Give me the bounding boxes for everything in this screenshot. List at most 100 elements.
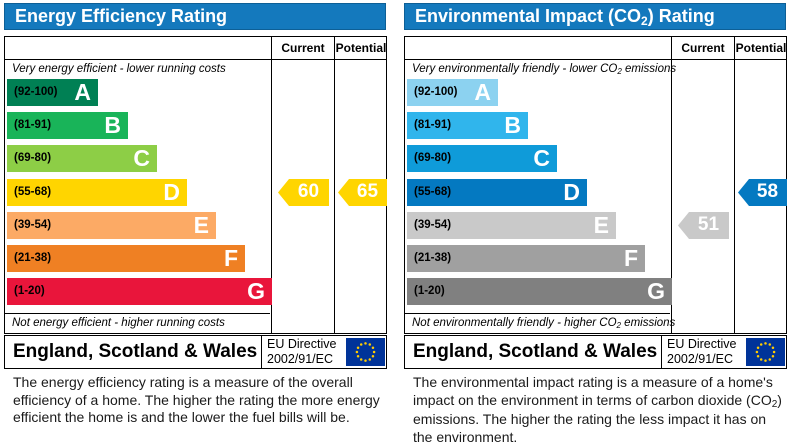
environmental-description: The environmental impact rating is a mea…	[413, 374, 783, 446]
rating-band-g: (1-20) G	[7, 278, 272, 306]
band-letter-label: G	[647, 278, 665, 305]
rating-band-c: (69-80) C	[407, 145, 557, 173]
environmental-description-prefix: The environmental impact rating is a mea…	[413, 374, 773, 408]
environmental-footer-directive: EU Directive 2002/91/EC	[667, 337, 736, 367]
band-letter-label: F	[623, 245, 638, 271]
energy-efficiency-panel: Energy Efficiency Rating Current Potenti…	[0, 0, 392, 445]
current-rating-value: 51	[697, 213, 720, 235]
column-divider-current	[671, 37, 672, 333]
band-range-label: (81-91)	[14, 119, 52, 132]
band-letter-label: E	[593, 211, 609, 238]
environmental-directive-line2: 2002/91/EC	[667, 352, 734, 366]
band-range-label: (92-100)	[14, 86, 58, 98]
potential-rating-arrow: 58	[738, 178, 787, 206]
energy-bars: (92-100) A (81-91) B (69-80) C (55-68) D (39-54)…	[5, 79, 272, 313]
band-letter-label: C	[533, 145, 550, 172]
energy-table-header: Current Potential	[5, 37, 386, 60]
band-range-label: (21-38)	[414, 252, 452, 264]
energy-efficiency-title: Energy Efficiency Rating	[4, 3, 386, 30]
band-letter-label: D	[163, 178, 180, 205]
potential-rating-arrow: 65	[338, 178, 387, 206]
band-letter-label: G	[247, 278, 265, 305]
energy-efficiency-chart: Current Potential Very energy efficient …	[4, 36, 387, 334]
rating-band-d: (55-68) D	[407, 178, 587, 206]
band-letter-label: B	[104, 112, 121, 139]
environmental-table-header: Current Potential	[405, 37, 786, 60]
rating-band-d: (55-68) D	[7, 178, 187, 206]
environmental-title-prefix: Environmental Impact (CO	[415, 6, 642, 26]
energy-directive-line1: EU Directive	[267, 337, 337, 351]
current-rating-arrow: 60	[278, 178, 329, 206]
environmental-impact-panel: Environmental Impact (CO2) Rating Curren…	[400, 0, 792, 445]
band-range-label: (92-100)	[414, 86, 458, 98]
band-range-label: (21-38)	[14, 252, 52, 264]
rating-band-a: (92-100) A	[407, 79, 498, 106]
energy-directive-line2: 2002/91/EC	[267, 352, 334, 366]
environmental-caption-top: Very environmentally friendly - lower CO…	[405, 60, 676, 79]
energy-header-potential: Potential	[335, 41, 387, 55]
potential-rating-value: 65	[356, 180, 379, 202]
environmental-header-current: Current	[681, 41, 725, 55]
environmental-caption-bottom-suffix: emissions	[620, 317, 676, 329]
rating-band-e: (39-54) E	[407, 211, 616, 239]
band-letter-label: F	[223, 245, 238, 271]
current-rating-arrow: 51	[678, 211, 729, 239]
band-range-label: (81-91)	[414, 119, 452, 132]
energy-header-current: Current	[281, 41, 325, 55]
environmental-caption-bottom: Not environmentally friendly - higher CO…	[405, 313, 675, 332]
environmental-caption-top-sub: 2	[617, 67, 622, 76]
rating-band-a: (92-100) A	[7, 79, 98, 106]
band-letter-label: A	[474, 79, 491, 105]
energy-footer-directive: EU Directive 2002/91/EC	[267, 337, 336, 367]
environmental-description-suffix: ) emissions. The higher the rating the l…	[413, 391, 782, 445]
band-range-label: (39-54)	[14, 218, 52, 231]
energy-footer: England, Scotland & Wales EU Directive 2…	[4, 335, 387, 369]
energy-caption-top: Very energy efficient - lower running co…	[12, 63, 226, 75]
environmental-description-sub: 2	[771, 398, 778, 410]
environmental-header-potential: Potential	[735, 41, 787, 55]
band-range-label: (55-68)	[414, 185, 452, 198]
energy-footer-region: England, Scotland & Wales	[13, 341, 258, 362]
column-divider-current	[271, 37, 272, 333]
environmental-directive-line1: EU Directive	[667, 337, 737, 351]
rating-band-f: (21-38) F	[7, 245, 245, 272]
band-letter-label: E	[193, 211, 209, 238]
band-range-label: (69-80)	[414, 152, 452, 165]
rating-band-b: (81-91) B	[7, 112, 128, 140]
column-divider-potential	[334, 37, 335, 333]
environmental-caption-bottom-sub: 2	[616, 321, 621, 330]
environmental-caption-top-suffix: emissions	[621, 63, 677, 75]
environmental-title-sub: 2	[641, 14, 648, 28]
environmental-impact-chart: Current Potential Very environmentally f…	[404, 36, 787, 334]
column-divider-potential	[734, 37, 735, 333]
potential-rating-value: 58	[756, 180, 779, 202]
band-range-label: (69-80)	[14, 152, 52, 165]
environmental-footer: England, Scotland & Wales EU Directive 2…	[404, 335, 787, 369]
band-range-label: (1-20)	[414, 285, 445, 298]
energy-caption-bottom: Not energy efficient - higher running co…	[5, 313, 270, 332]
rating-band-e: (39-54) E	[7, 211, 216, 239]
environmental-caption-bottom-prefix: Not environmentally friendly - higher CO	[412, 317, 617, 329]
environmental-bars: (92-100) A (81-91) B (69-80) C (55-68) D (39-54)…	[405, 79, 672, 313]
rating-band-b: (81-91) B	[407, 112, 528, 140]
environmental-footer-region: England, Scotland & Wales	[413, 341, 658, 362]
band-letter-label: C	[133, 145, 150, 172]
eu-flag-icon	[746, 338, 785, 366]
band-letter-label: B	[504, 112, 521, 139]
environmental-impact-title: Environmental Impact (CO2) Rating	[404, 3, 786, 30]
rating-band-f: (21-38) F	[407, 245, 645, 272]
band-range-label: (39-54)	[414, 218, 452, 231]
band-letter-label: A	[74, 79, 91, 105]
environmental-caption-top-prefix: Very environmentally friendly - lower CO	[412, 63, 618, 75]
energy-footer-divider	[261, 336, 262, 368]
band-letter-label: D	[563, 178, 580, 205]
environmental-title-suffix: ) Rating	[647, 6, 715, 26]
rating-band-g: (1-20) G	[407, 278, 672, 306]
rating-band-c: (69-80) C	[7, 145, 157, 173]
band-range-label: (55-68)	[14, 185, 52, 198]
energy-description: The energy efficiency rating is a measur…	[13, 374, 380, 425]
environmental-footer-divider	[661, 336, 662, 368]
band-range-label: (1-20)	[14, 285, 45, 298]
eu-flag-icon	[346, 338, 385, 366]
